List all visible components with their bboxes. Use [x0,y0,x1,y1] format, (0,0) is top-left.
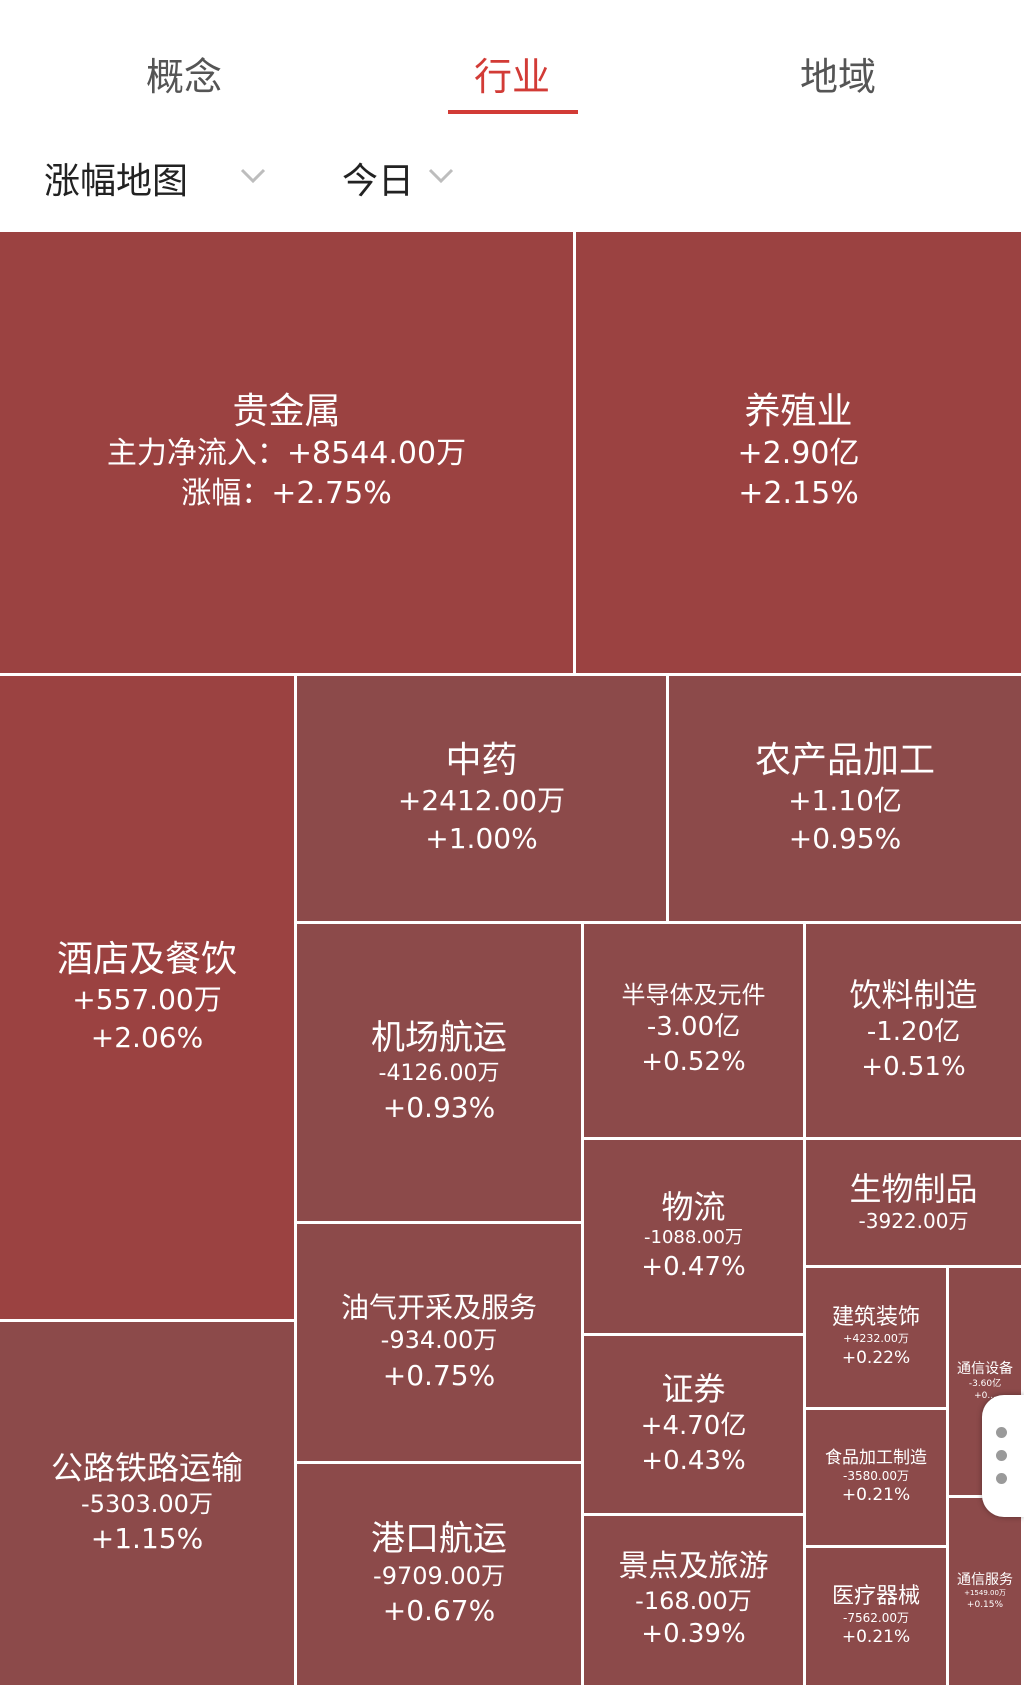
map-type-label: 涨幅地图 [44,161,189,202]
sector-tile[interactable]: 酒店及餐饮 +557.00万 +2.06% [0,676,297,1322]
sector-name: 证券 [661,1370,726,1409]
sector-change: 涨幅：+2.75% [181,476,392,512]
sector-change: +0.15% [966,1599,1004,1610]
sector-change: +0.39% [641,1619,746,1650]
sector-flow: +557.00万 [72,983,222,1017]
sector-name: 酒店及餐饮 [56,939,237,981]
sector-change: +0.43% [641,1445,746,1476]
more-dots-icon [996,1473,1007,1484]
sector-tile[interactable]: 建筑装饰 +4232.00万 +0.22% [806,1268,949,1410]
period-label: 今日 [342,161,415,202]
sector-name: 机场航运 [371,1018,507,1059]
sector-tile[interactable]: 半导体及元件 -3.00亿 +0.52% [584,924,806,1140]
sector-name: 医疗器械 [831,1583,920,1609]
sector-flow: -9709.00万 [373,1561,505,1590]
tab-region[interactable]: 地域 [799,55,876,99]
sector-flow: 主力净流入：+8544.00万 [106,435,467,471]
sector-tile[interactable]: 贵金属 主力净流入：+8544.00万 涨幅：+2.75% [0,232,576,676]
sector-flow: +1549.00万 [964,1589,1006,1598]
sector-flow: -3.60亿 [968,1378,1002,1389]
sector-change: +0.52% [641,1046,746,1077]
sector-name: 通信设备 [957,1360,1013,1377]
sector-name: 半导体及元件 [621,981,766,1009]
sector-tile[interactable]: 港口航运 -9709.00万 +0.67% [297,1464,584,1688]
sector-tile[interactable]: 公路铁路运输 -5303.00万 +1.15% [0,1322,297,1688]
sector-change: +0.21% [841,1485,911,1506]
sector-name: 贵金属 [232,391,341,433]
sector-change: +1.00% [425,822,538,856]
sector-flow: -7562.00万 [843,1611,909,1626]
sector-flow: +1.10亿 [788,784,902,818]
sector-flow: +2412.00万 [397,784,566,818]
sector-change: +0... [974,1390,996,1401]
sector-tile[interactable]: 景点及旅游 -168.00万 +0.39% [584,1516,806,1688]
sector-tile[interactable]: 医疗器械 -7562.00万 +0.21% [806,1548,949,1688]
sector-name: 景点及旅游 [618,1548,769,1584]
sector-flow: -5303.00万 [81,1489,213,1518]
active-tab-indicator [448,110,578,114]
sector-tile[interactable]: 生物制品 -3922.00万 [806,1140,1024,1268]
sector-tile[interactable]: 中药 +2412.00万 +1.00% [297,676,669,924]
sector-flow: +4232.00万 [843,1331,909,1345]
sector-flow: -3922.00万 [858,1209,969,1234]
sector-change: +0.21% [841,1627,911,1648]
sector-change: +2.15% [738,476,859,512]
sector-name: 养殖业 [744,391,853,433]
sector-name: 农产品加工 [754,740,935,782]
sector-flow: -3580.00万 [843,1469,909,1484]
sector-flow: -1.20亿 [866,1016,961,1047]
sector-flow: +4.70亿 [640,1410,747,1441]
side-menu-handle[interactable] [982,1395,1024,1517]
sector-change: +0.47% [641,1252,746,1283]
sector-tile[interactable]: 证券 +4.70亿 +0.43% [584,1336,806,1516]
sector-flow: -3.00亿 [646,1011,741,1042]
filter-bar: 涨幅地图 今日 [0,140,1024,220]
sector-flow: -168.00万 [635,1586,752,1615]
chevron-down-icon[interactable] [240,166,266,190]
sector-change: +0.22% [841,1347,911,1368]
sector-name: 物流 [661,1187,726,1226]
sector-tile[interactable]: 机场航运 -4126.00万 +0.93% [297,924,584,1224]
sector-name: 油气开采及服务 [340,1290,537,1324]
tab-concept[interactable]: 概念 [145,55,222,99]
sector-tile[interactable]: 通信服务 +1549.00万 +0.15% [949,1498,1024,1688]
tab-industry[interactable]: 行业 [473,55,550,99]
period-selector[interactable]: 今日 [342,152,414,204]
more-dots-icon [996,1427,1007,1438]
sector-flow: -4126.00万 [378,1061,500,1087]
map-type-selector[interactable]: 涨幅地图 [44,152,188,204]
industry-treemap: 贵金属 主力净流入：+8544.00万 涨幅：+2.75% 养殖业 +2.90亿… [0,232,1024,1688]
sector-name: 中药 [445,740,518,782]
sector-name: 生物制品 [849,1169,978,1208]
sector-name: 建筑装饰 [831,1305,920,1331]
sector-change: +0.93% [382,1090,496,1124]
sector-tile[interactable]: 物流 -1088.00万 +0.47% [584,1140,806,1336]
sector-change: +2.06% [90,1021,204,1055]
sector-change: +0.95% [788,822,902,856]
sector-name: 通信服务 [957,1572,1013,1589]
sector-tile[interactable]: 油气开采及服务 -934.00万 +0.75% [297,1224,584,1464]
more-dots-icon [996,1450,1007,1461]
sector-tile[interactable]: 养殖业 +2.90亿 +2.15% [576,232,1024,676]
sector-tile[interactable]: 饮料制造 -1.20亿 +0.51% [806,924,1024,1140]
sector-change: +0.51% [861,1051,966,1082]
sector-flow: +2.90亿 [737,435,860,471]
sector-change: +0.67% [382,1594,496,1628]
sector-name: 饮料制造 [849,976,978,1015]
tab-bar: 概念 行业 地域 [0,0,1024,130]
sector-flow: -1088.00万 [644,1227,743,1248]
sector-change: +0.75% [382,1358,496,1392]
sector-name: 港口航运 [371,1519,507,1559]
sector-tile[interactable]: 农产品加工 +1.10亿 +0.95% [669,676,1024,924]
sector-tile[interactable]: 食品加工制造 -3580.00万 +0.21% [806,1410,949,1548]
sector-name: 公路铁路运输 [50,1449,243,1488]
chevron-down-icon[interactable] [428,166,454,190]
sector-change: +1.15% [90,1521,204,1555]
sector-name: 食品加工制造 [825,1447,927,1468]
sector-flow: -934.00万 [380,1326,498,1355]
